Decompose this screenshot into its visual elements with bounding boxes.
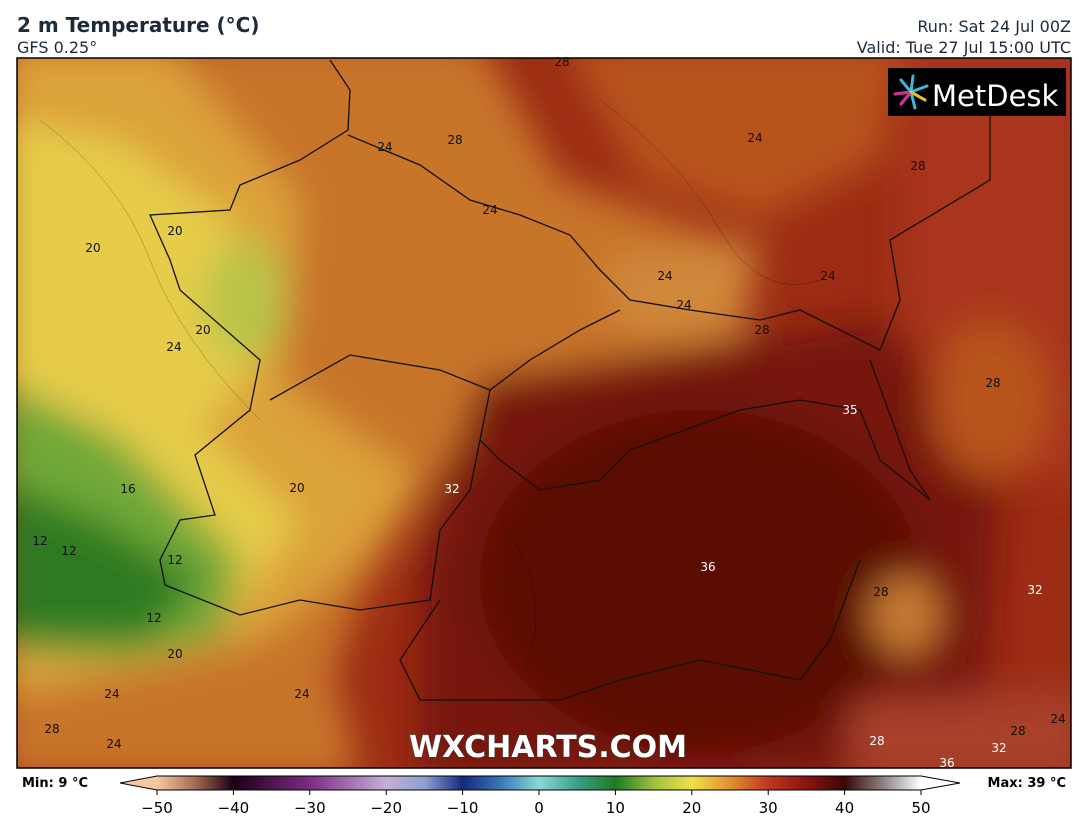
max-label: Max: 39 °C — [988, 776, 1066, 791]
colorbar-tick-label: 40 — [835, 799, 854, 817]
colorbar-tick-label: −50 — [141, 799, 173, 817]
logo: MetDesk — [888, 68, 1066, 116]
watermark: WXCHARTS.COM — [409, 730, 687, 765]
min-label: Min: 9 °C — [22, 776, 88, 791]
contour-label: 24 — [657, 269, 672, 283]
contour-label: 24 — [747, 131, 762, 145]
contour-label: 24 — [166, 340, 181, 354]
contour-label: 24 — [482, 203, 497, 217]
contour-label: 28 — [869, 734, 884, 748]
contour-label: 28 — [754, 323, 769, 337]
borders — [149, 59, 991, 701]
contour-label: 24 — [1050, 712, 1065, 726]
colorbar — [119, 775, 961, 791]
title: 2 m Temperature (°C) — [17, 13, 259, 37]
contour-label: 20 — [85, 241, 100, 255]
contour-label: 20 — [289, 481, 304, 495]
logo-text: MetDesk — [932, 79, 1059, 113]
run: Run: Sat 24 Jul 00Z — [917, 17, 1071, 36]
colorbar-tick-label: −20 — [370, 799, 402, 817]
contour-label: 28 — [44, 722, 59, 736]
colorbar-tick-label: 0 — [534, 799, 544, 817]
contour-label: 36 — [700, 560, 715, 574]
colorbar-tick-label: −30 — [294, 799, 326, 817]
contour-label: 16 — [120, 482, 135, 496]
model: GFS 0.25° — [17, 38, 97, 57]
contour-label: 28 — [1010, 724, 1025, 738]
contour-label: 20 — [195, 323, 210, 337]
contour-label: 28 — [447, 133, 462, 147]
contour-label: 28 — [873, 585, 888, 599]
contour-label: 32 — [991, 741, 1006, 755]
contour-label: 32 — [444, 482, 459, 496]
contour-label: 35 — [842, 403, 857, 417]
contour-label: 32 — [1027, 583, 1042, 597]
contour-label: 20 — [167, 647, 182, 661]
contour-label: 12 — [32, 534, 47, 548]
contour-label: 24 — [294, 687, 309, 701]
colorbar-tick-label: 50 — [911, 799, 930, 817]
colorbar-tick-label: 20 — [682, 799, 701, 817]
colorbar-tick-label: −40 — [218, 799, 250, 817]
contour-label: 24 — [106, 737, 121, 751]
colorbar-tick-label: 30 — [759, 799, 778, 817]
contour-label: 12 — [167, 553, 182, 567]
map — [17, 58, 1071, 768]
valid: Valid: Tue 27 Jul 15:00 UTC — [857, 38, 1071, 57]
colorbar-tick-label: −10 — [447, 799, 479, 817]
contour-label: 20 — [167, 224, 182, 238]
contour-label: 28 — [554, 55, 569, 69]
contour-label: 24 — [676, 298, 691, 312]
contour-label: 28 — [985, 376, 1000, 390]
contour-label: 12 — [146, 611, 161, 625]
contour-label: 24 — [104, 687, 119, 701]
contour-label: 12 — [61, 544, 76, 558]
contour-label: 36 — [939, 756, 954, 770]
contour-label: 28 — [910, 159, 925, 173]
contour-label: 24 — [377, 140, 392, 154]
contour-label: 24 — [820, 269, 835, 283]
colorbar-tick-label: 10 — [606, 799, 625, 817]
